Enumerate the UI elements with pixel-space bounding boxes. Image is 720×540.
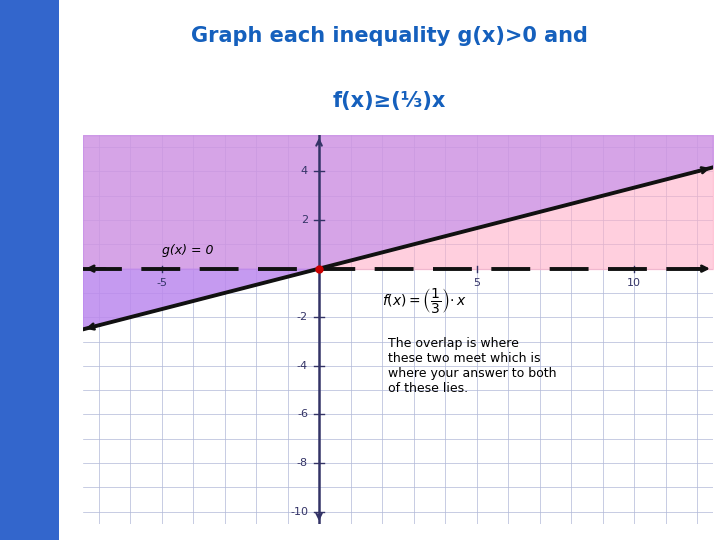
Text: Graph each inequality g(x)>0 and: Graph each inequality g(x)>0 and [191,26,588,46]
Text: -10: -10 [290,507,308,517]
Text: The overlap is where
these two meet which is
where your answer to both
of these : The overlap is where these two meet whic… [388,337,557,395]
Text: 10: 10 [627,279,641,288]
Text: -6: -6 [297,409,308,420]
Text: -4: -4 [297,361,308,371]
Text: 2: 2 [301,215,308,225]
Text: g(x) = 0: g(x) = 0 [161,244,213,257]
Text: 4: 4 [301,166,308,177]
Text: $f(x) = \left(\dfrac{1}{3}\right)\!\cdot x$: $f(x) = \left(\dfrac{1}{3}\right)\!\cdot… [382,286,467,315]
Text: -8: -8 [297,458,308,468]
Text: -2: -2 [297,312,308,322]
Text: -5: -5 [156,279,167,288]
Text: 5: 5 [473,279,480,288]
Text: f(x)≥(⅓)x: f(x)≥(⅓)x [333,91,446,111]
